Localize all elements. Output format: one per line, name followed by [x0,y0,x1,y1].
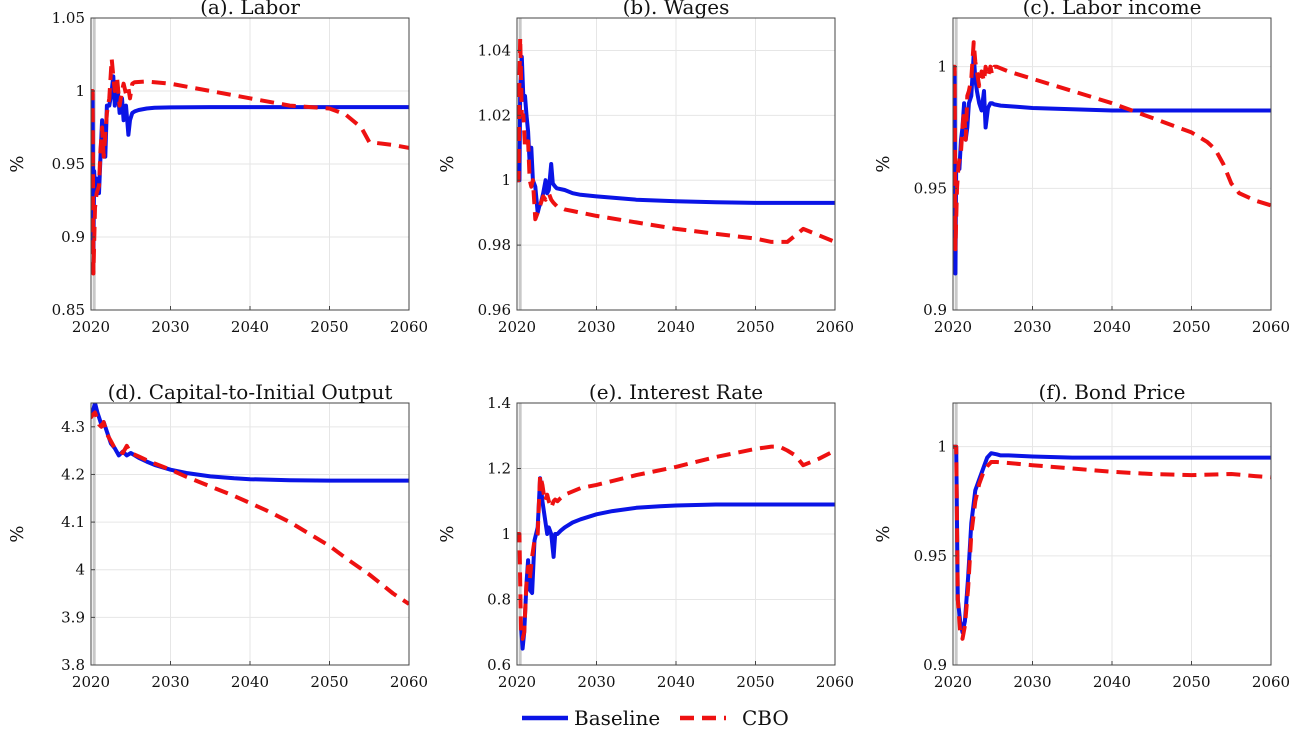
y-tick-label: 0.9 [923,301,947,319]
y-tick-label: 4.2 [61,465,85,483]
chart-panel-4: 2020 2030 2040 2050 2060 3.8 3.9 4 4.1 4.2 4.3 (d).… [7,380,428,691]
panel-title: (f). Bond Price [1039,380,1186,404]
y-tick-label: 1 [75,82,85,100]
series-line-baseline [519,476,835,651]
x-tick-label: 2060 [816,318,854,336]
chart-panel-2: 2020 2030 2040 2050 2060 0.96 0.98 1 1.02 1.04 (b)… [437,0,854,336]
x-tick-label: 2020 [72,673,110,691]
y-tick-label: 1.2 [487,460,511,478]
x-tick-label: 2060 [816,673,854,691]
series-line-cbo [91,410,409,606]
panel-title: (c). Labor income [1023,0,1202,19]
y-axis-label: % [7,525,28,542]
x-tick-label: 2050 [736,318,774,336]
chart-panel-1: 2020 2030 2040 2050 2060 0.85 0.9 0.95 1 1.05 (a).… [7,0,428,336]
y-axis-label: % [437,155,458,172]
y-tick-label: 0.95 [914,179,947,197]
y-tick-label: 1.05 [52,9,85,27]
y-tick-label: 0.6 [487,656,511,674]
y-axis-label: % [7,155,28,172]
series-line-cbo [953,40,1271,252]
panel-title: (d). Capital-to-Initial Output [108,380,393,404]
series-line-cbo [517,35,835,244]
x-tick-label: 2060 [1252,673,1290,691]
y-tick-label: 1.02 [478,106,511,124]
y-axis-label: % [437,525,458,542]
y-tick-label: 0.95 [52,155,85,173]
y-tick-label: 0.9 [923,656,947,674]
y-axis-label: % [873,525,894,542]
chart-panels: 2020 2030 2040 2050 2060 0.85 0.9 0.95 1 1.05 (a).… [7,0,1290,691]
y-tick-label: 4.3 [61,418,85,436]
y-tick-label: 0.9 [61,228,85,246]
x-tick-label: 2030 [151,318,189,336]
y-tick-label: 1 [937,58,947,76]
panel-title: (b). Wages [623,0,730,19]
y-tick-label: 1 [937,438,947,456]
y-tick-label: 4.1 [61,513,85,531]
x-tick-label: 2040 [231,318,269,336]
x-tick-label: 2060 [390,318,428,336]
y-tick-label: 1 [501,171,511,189]
y-tick-label: 3.8 [61,656,85,674]
y-tick-label: 1.4 [487,394,511,412]
x-tick-label: 2030 [1013,318,1051,336]
x-tick-label: 2030 [577,318,615,336]
panel-title: (a). Labor [200,0,300,19]
series-line-cbo [953,444,1271,641]
x-tick-label: 2030 [1013,673,1051,691]
chart-panel-3: 2020 2030 2040 2050 2060 0.9 0.95 1 (c). Labor i… [873,0,1290,336]
chart-legend: Baseline CBO [522,706,789,730]
y-tick-label: 4 [75,561,85,579]
y-tick-label: 0.96 [478,301,511,319]
chart-panel-5: 2020 2030 2040 2050 2060 0.6 0.8 1 1.2 1.4 (e). In… [437,380,854,691]
y-axis-label: % [873,155,894,172]
x-tick-label: 2020 [498,673,536,691]
y-tick-label: 0.95 [914,547,947,565]
y-tick-label: 1 [501,525,511,543]
x-tick-label: 2040 [1093,673,1131,691]
x-tick-label: 2020 [498,318,536,336]
x-tick-label: 2060 [1252,318,1290,336]
y-tick-label: 0.98 [478,236,511,254]
x-tick-label: 2050 [736,673,774,691]
y-tick-label: 1.04 [478,41,511,59]
x-tick-label: 2060 [390,673,428,691]
series-line-cbo [91,56,409,276]
x-tick-label: 2050 [310,318,348,336]
legend-cbo-label: CBO [742,706,789,730]
x-tick-label: 2050 [310,673,348,691]
panel-title: (e). Interest Rate [589,380,763,404]
x-tick-label: 2040 [1093,318,1131,336]
y-tick-label: 0.85 [52,301,85,319]
series-line-baseline [91,403,409,483]
x-tick-label: 2040 [657,318,695,336]
x-tick-label: 2050 [1172,673,1210,691]
chart-panel-6: 2020 2030 2040 2050 2060 0.9 0.95 1 (f). Bond Pr… [873,380,1290,691]
x-tick-label: 2020 [72,318,110,336]
x-tick-label: 2030 [577,673,615,691]
x-tick-label: 2020 [934,318,972,336]
legend-baseline-label: Baseline [574,706,660,730]
series-line-cbo [517,444,835,641]
x-tick-label: 2020 [934,673,972,691]
x-tick-label: 2050 [1172,318,1210,336]
x-tick-label: 2040 [231,673,269,691]
series-line-baseline [517,54,835,215]
y-tick-label: 3.9 [61,608,85,626]
y-tick-label: 0.8 [487,591,511,609]
x-tick-label: 2040 [657,673,695,691]
x-tick-label: 2030 [151,673,189,691]
